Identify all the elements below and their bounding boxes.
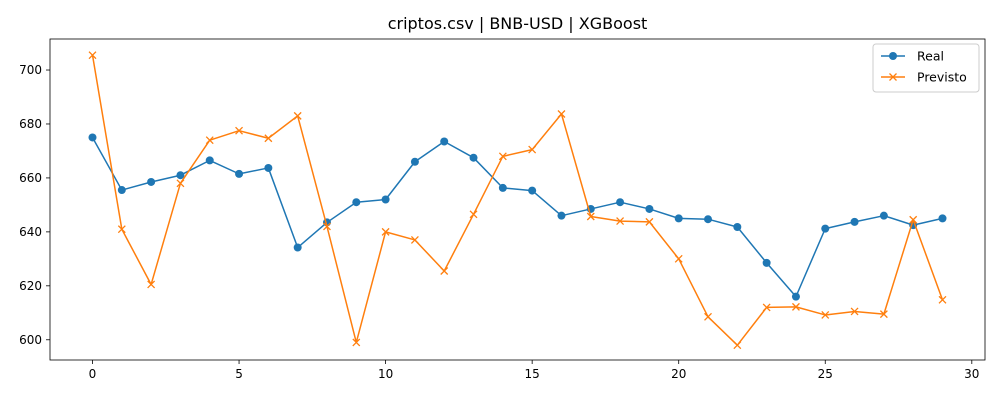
- legend-item-real: Real: [881, 49, 944, 64]
- data-point-real: [381, 195, 390, 204]
- data-point-previsto: [88, 51, 97, 60]
- legend-label: Real: [917, 49, 944, 64]
- plot-area: [49, 38, 986, 361]
- data-point-previsto: [469, 210, 478, 219]
- y-tick-label: 600: [19, 333, 42, 347]
- data-point-real: [410, 157, 419, 166]
- data-point-previsto: [645, 217, 654, 226]
- legend-label: Previsto: [917, 70, 967, 85]
- data-point-previsto: [176, 179, 185, 188]
- data-point-previsto: [821, 310, 830, 319]
- data-point-previsto: [909, 215, 918, 224]
- data-point-previsto: [264, 134, 273, 143]
- data-point-real: [791, 292, 800, 301]
- data-point-previsto: [674, 254, 683, 263]
- data-point-real: [938, 214, 947, 223]
- data-point-previsto: [440, 267, 449, 275]
- data-point-real: [557, 211, 566, 220]
- data-point-previsto: [323, 222, 331, 231]
- axes-frame: [49, 38, 986, 361]
- data-point-real: [674, 214, 683, 223]
- x-tick-label: 5: [235, 367, 243, 381]
- data-point-previsto: [410, 236, 419, 244]
- data-point-previsto: [557, 110, 566, 118]
- data-point-previsto: [205, 136, 214, 145]
- data-point-real: [117, 186, 126, 195]
- y-tick-label: 620: [19, 279, 42, 293]
- data-point-previsto: [586, 212, 595, 221]
- x-tick-label: 30: [964, 367, 979, 381]
- data-point-real: [352, 198, 361, 207]
- legend-item-previsto: Previsto: [881, 70, 967, 85]
- legend: Real Previsto: [872, 43, 980, 93]
- data-point-real: [469, 153, 478, 162]
- data-point-previsto: [147, 280, 156, 289]
- data-point-previsto: [762, 303, 771, 312]
- data-point-real: [88, 133, 97, 142]
- data-point-previsto: [704, 312, 712, 321]
- data-point-previsto: [235, 126, 244, 135]
- y-axis: 600 620 640 660 680 700: [19, 63, 50, 347]
- data-point-previsto: [117, 225, 126, 234]
- data-point-real: [440, 137, 449, 146]
- y-tick-label: 640: [19, 225, 42, 239]
- x-tick-label: 15: [525, 367, 540, 381]
- data-point-real: [264, 163, 273, 172]
- data-point-real: [762, 258, 771, 267]
- x-tick-label: 10: [378, 367, 393, 381]
- data-point-real: [704, 215, 713, 224]
- x-tick-label: 25: [818, 367, 833, 381]
- data-point-previsto: [528, 145, 537, 154]
- legend-marker: [889, 73, 897, 81]
- x-axis: 0 5 10 15 20 25 30: [89, 360, 979, 381]
- data-point-real: [850, 217, 859, 226]
- data-point-previsto: [879, 310, 888, 319]
- series-layer: [88, 51, 947, 350]
- data-point-real: [733, 223, 742, 232]
- data-point-real: [616, 198, 625, 207]
- x-tick-label: 20: [671, 367, 686, 381]
- series-line-real: [91, 137, 943, 298]
- data-point-real: [147, 177, 156, 186]
- series-line-previsto: [91, 55, 944, 346]
- y-tick-label: 700: [19, 63, 42, 77]
- data-point-previsto: [498, 152, 507, 161]
- data-point-real: [821, 224, 830, 233]
- data-point-real: [498, 183, 507, 192]
- legend-marker: [889, 52, 897, 60]
- data-point-previsto: [616, 217, 625, 226]
- x-tick-label: 0: [89, 367, 97, 381]
- chart-title: criptos.csv | BNB-USD | XGBoost: [388, 14, 648, 33]
- data-point-real: [235, 169, 244, 178]
- y-tick-label: 660: [19, 171, 42, 185]
- data-point-previsto: [733, 341, 742, 350]
- y-tick-label: 680: [19, 117, 42, 131]
- data-point-real: [879, 211, 888, 220]
- data-point-previsto: [791, 302, 800, 311]
- data-point-real: [176, 171, 185, 180]
- data-point-real: [645, 204, 654, 213]
- data-point-previsto: [850, 307, 859, 316]
- data-point-previsto: [293, 111, 302, 120]
- data-point-real: [293, 243, 302, 252]
- data-point-previsto: [938, 295, 947, 304]
- data-point-real: [528, 186, 537, 195]
- data-point-previsto: [381, 227, 390, 236]
- data-point-previsto: [352, 338, 361, 347]
- data-point-real: [205, 156, 214, 165]
